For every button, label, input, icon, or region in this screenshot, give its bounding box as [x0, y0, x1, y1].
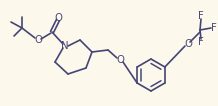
Text: F: F [198, 11, 204, 21]
Text: O: O [34, 35, 42, 45]
Text: F: F [198, 37, 204, 47]
Text: O: O [116, 55, 124, 65]
Text: O: O [54, 13, 62, 23]
Text: O: O [184, 39, 192, 49]
Text: F: F [211, 23, 217, 33]
Text: N: N [61, 41, 69, 51]
